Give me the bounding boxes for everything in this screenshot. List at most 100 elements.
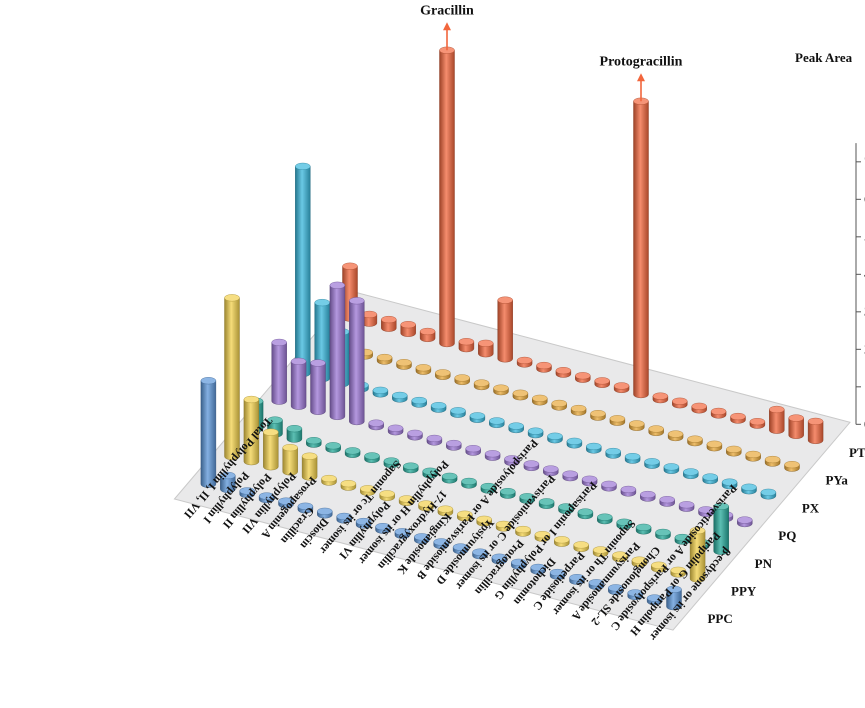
bar-PPC-3 <box>258 492 275 504</box>
bar-PQ-24 <box>737 516 753 528</box>
group-label: PTe <box>849 445 865 460</box>
bar-PPC-5 <box>297 502 314 514</box>
bar-PN-4 <box>325 442 341 453</box>
bar-PN-14 <box>519 493 535 504</box>
bar-PYa-13 <box>570 404 587 416</box>
bar-PQ-11 <box>484 450 501 461</box>
bar-PPY-21 <box>631 556 648 568</box>
bar-PX-4 <box>372 386 389 398</box>
bar-PTe-17 <box>672 397 688 409</box>
bar-PTe-3 <box>400 321 416 337</box>
bar-PN-22 <box>674 533 691 545</box>
bar-PTe-4 <box>419 327 436 342</box>
bar-PX-24 <box>760 488 777 500</box>
bar-PPY-11 <box>437 505 454 517</box>
bar-PX-16 <box>605 447 621 459</box>
bar-PN-16 <box>558 503 574 514</box>
bar-PTe-24 <box>807 417 824 444</box>
bar-PTe-7 <box>478 339 494 358</box>
bar-PPC-12 <box>433 538 449 549</box>
bar-PTe-22 <box>769 405 785 434</box>
bar-PQ-7 <box>407 429 423 441</box>
bar-PPC-0 <box>200 377 217 488</box>
bar-PQ-0 <box>271 338 287 405</box>
bar-PX-18 <box>644 458 660 469</box>
bar-PTe-12 <box>575 372 591 383</box>
bar-PN-5 <box>344 447 361 458</box>
bar-PQ-6 <box>387 424 404 436</box>
bar-PTe-19 <box>710 407 727 419</box>
bar-PQ-4 <box>349 297 365 426</box>
bar-PN-17 <box>577 508 594 520</box>
bar-PPC-6 <box>317 507 333 519</box>
bar-PYa-7 <box>454 374 470 385</box>
bar-PPC-8 <box>355 517 372 529</box>
z-axis-title: Peak Area <box>795 50 853 65</box>
bar-PPC-9 <box>375 523 391 534</box>
bar-PX-13 <box>547 432 563 444</box>
bar-PPY-0 <box>224 294 240 461</box>
bar-PTe-15 <box>633 97 649 399</box>
bar-PPC-2 <box>239 487 255 498</box>
bar-PPC-24 <box>666 585 682 611</box>
bar-PN-2 <box>286 425 303 443</box>
bar-PN-3 <box>306 437 322 448</box>
z-axis: 01×10⁸2×10⁸3×10⁸4×10⁸5×10⁸6×10⁸7×10⁸Peak… <box>795 50 865 431</box>
bar-PX-23 <box>741 483 757 495</box>
bar-PYa-6 <box>435 369 451 380</box>
bar-PPY-5 <box>321 474 337 486</box>
group-label: PQ <box>778 528 796 543</box>
bar-PTe-9 <box>516 356 533 368</box>
annotation-arrow-gracillin <box>443 22 451 51</box>
bar-PPC-21 <box>608 584 624 595</box>
bar-PPY-7 <box>360 485 376 496</box>
bar-PQ-9 <box>446 439 462 451</box>
group-label: PN <box>755 556 773 571</box>
bar-PTe-10 <box>536 361 552 373</box>
bar-PPC-14 <box>472 548 488 560</box>
bar-PYa-19 <box>687 435 703 447</box>
bar-PX-10 <box>489 417 505 428</box>
annotation-label: Gracillin <box>420 3 474 18</box>
bar-PN-12 <box>480 482 497 494</box>
bar-PYa-24 <box>784 461 800 472</box>
bar-PYa-23 <box>764 455 781 467</box>
bar-PX-5 <box>392 391 408 403</box>
bar-PN-8 <box>403 462 419 474</box>
bar-PYa-9 <box>493 384 509 396</box>
bar-PPC-16 <box>511 558 527 570</box>
bar-PPY-1 <box>243 395 260 466</box>
bar-PX-14 <box>566 437 583 449</box>
bar-PPY-8 <box>379 490 395 501</box>
bar-PPY-24 <box>689 526 706 583</box>
bar-PPY-15 <box>515 525 531 537</box>
bar-PPC-15 <box>491 553 508 565</box>
bar-PPY-13 <box>476 515 492 527</box>
bar-PYa-12 <box>551 399 567 411</box>
bar-PYa-10 <box>512 389 529 401</box>
bar-PPC-22 <box>627 589 643 600</box>
bar-PN-11 <box>461 477 477 489</box>
bar-PN-20 <box>635 523 652 535</box>
bar-PX-9 <box>469 412 486 423</box>
bar-PQ-15 <box>562 470 578 482</box>
bar-PQ-3 <box>329 281 346 420</box>
bar-PPY-18 <box>573 541 589 552</box>
bar-PQ-1 <box>290 357 307 410</box>
bar-PN-19 <box>616 518 632 530</box>
bar-PPY-2 <box>263 428 279 471</box>
bar-PPC-10 <box>394 528 411 539</box>
bar-PQ-18 <box>620 485 637 497</box>
bar-PTe-5 <box>439 46 455 348</box>
group-label: PPC <box>707 611 732 626</box>
bar-PPY-17 <box>554 536 570 547</box>
bar-PYa-8 <box>473 379 490 391</box>
bars <box>200 46 824 611</box>
bar-PPY-14 <box>495 520 512 532</box>
bar-PTe-13 <box>594 377 610 388</box>
bar-PQ-17 <box>601 480 617 492</box>
bar-PYa-22 <box>745 450 761 462</box>
group-label: PX <box>802 500 820 515</box>
bar-PPY-23 <box>670 566 686 578</box>
